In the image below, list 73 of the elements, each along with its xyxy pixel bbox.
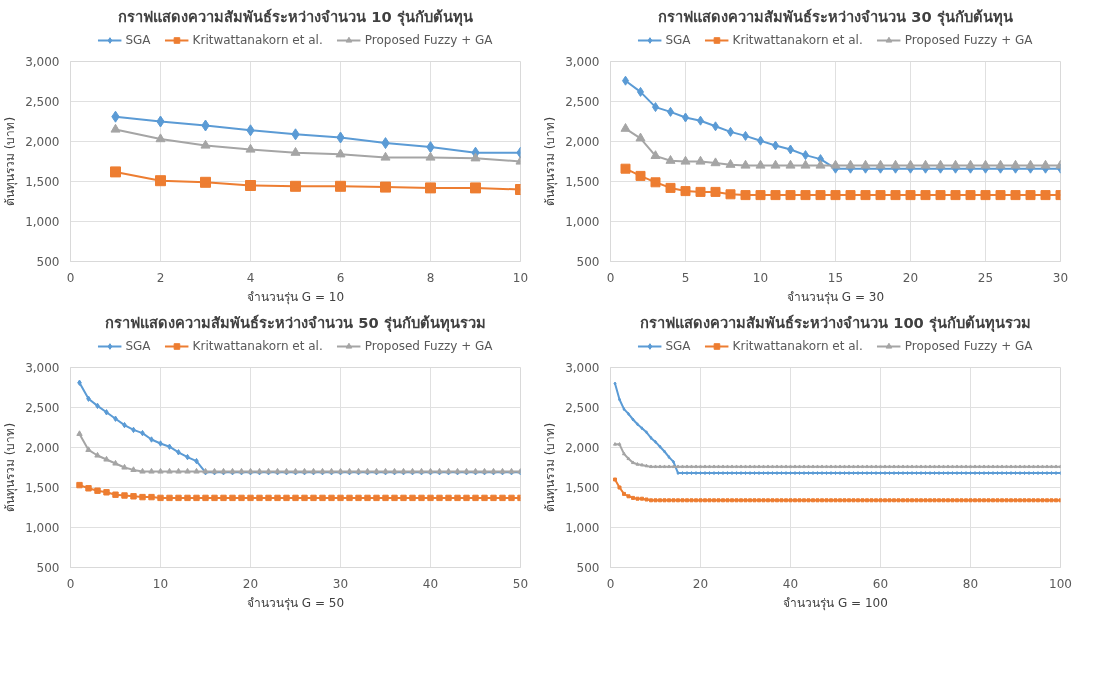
x-tick-label: 60 (872, 576, 889, 591)
legend-label: Kritwattanakorn et al. (732, 33, 863, 47)
y-tick-label: 1,500 (25, 175, 60, 189)
chart-title: กราฟแสดงความสัมพันธ์ระหว่างจำนวน 100 รุ่นกับต้นทุนรวม (640, 313, 1031, 332)
legend-label: SGA (665, 33, 691, 47)
x-tick-label: 0 (66, 270, 75, 285)
legend-label: Proposed Fuzzy + GA (904, 33, 1033, 47)
y-axis-title: ต้นทุนรวม (บาท) (543, 116, 559, 207)
x-tick-label: 50 (512, 576, 529, 591)
y-tick-label: 1,000 (565, 521, 600, 535)
y-axis-title: ต้นทุนรวม (บาท) (3, 422, 19, 513)
y-tick-label: 2,500 (25, 401, 60, 415)
y-tick-label: 3,000 (565, 55, 600, 69)
x-tick-label: 25 (977, 270, 994, 285)
chart-title: กราฟแสดงความสัมพันธ์ระหว่างจำนวน 30 รุ่นกับต้นทุน (658, 7, 1013, 26)
y-tick-label: 1,000 (565, 215, 600, 229)
legend-label: Proposed Fuzzy + GA (364, 339, 493, 353)
x-tick-label: 2 (156, 270, 165, 285)
chart-title: กราฟแสดงความสัมพันธ์ระหว่างจำนวน 50 รุ่นกับต้นทุนรวม (105, 313, 486, 332)
chart-title: กราฟแสดงความสัมพันธ์ระหว่างจำนวน 10 รุ่นกับต้นทุน (118, 7, 473, 26)
x-tick-label: 20 (692, 576, 709, 591)
x-tick-label: 40 (782, 576, 799, 591)
legend-label: Kritwattanakorn et al. (192, 33, 323, 47)
legend-label: Kritwattanakorn et al. (732, 339, 863, 353)
legend-label: Proposed Fuzzy + GA (904, 339, 1033, 353)
y-tick-label: 2,500 (25, 95, 60, 109)
y-tick-label: 1,500 (565, 175, 600, 189)
y-tick-label: 500 (36, 255, 60, 269)
x-tick-label: 40 (422, 576, 439, 591)
x-axis-title: จำนวนรุ่น G = 50 (246, 595, 345, 611)
y-axis-title: ต้นทุนรวม (บาท) (3, 116, 19, 207)
y-tick-label: 3,000 (25, 361, 60, 375)
x-tick-label: 0 (606, 270, 615, 285)
y-tick-label: 2,000 (25, 135, 60, 149)
x-tick-label: 20 (902, 270, 919, 285)
x-tick-label: 100 (1049, 576, 1072, 591)
y-tick-label: 3,000 (25, 55, 60, 69)
x-tick-label: 5 (681, 270, 690, 285)
y-tick-label: 2,000 (25, 441, 60, 455)
x-tick-label: 10 (512, 270, 529, 285)
legend-label: SGA (665, 339, 691, 353)
x-tick-label: 15 (827, 270, 844, 285)
x-tick-label: 20 (242, 576, 259, 591)
y-tick-label: 1,500 (25, 481, 60, 495)
legend-label: Proposed Fuzzy + GA (364, 33, 493, 47)
y-tick-label: 2,500 (565, 401, 600, 415)
x-tick-label: 10 (752, 270, 769, 285)
y-tick-label: 500 (576, 255, 600, 269)
x-tick-label: 6 (336, 270, 345, 285)
y-tick-label: 2,000 (565, 135, 600, 149)
y-tick-label: 500 (36, 561, 60, 575)
x-axis-title: จำนวนรุ่น G = 10 (246, 289, 345, 305)
y-tick-label: 2,500 (565, 95, 600, 109)
y-tick-label: 3,000 (565, 361, 600, 375)
x-tick-label: 80 (962, 576, 979, 591)
y-tick-label: 1,000 (25, 521, 60, 535)
x-tick-label: 4 (246, 270, 255, 285)
y-tick-label: 2,000 (565, 441, 600, 455)
x-tick-label: 0 (606, 576, 615, 591)
y-tick-label: 500 (576, 561, 600, 575)
x-tick-label: 10 (152, 576, 169, 591)
legend-label: SGA (125, 33, 151, 47)
legend-label: Kritwattanakorn et al. (192, 339, 323, 353)
x-tick-label: 30 (332, 576, 349, 591)
x-tick-label: 8 (426, 270, 435, 285)
x-axis-title: จำนวนรุ่น G = 30 (786, 289, 885, 305)
legend-label: SGA (125, 339, 151, 353)
y-tick-label: 1,000 (25, 215, 60, 229)
x-tick-label: 30 (1052, 270, 1069, 285)
y-tick-label: 1,500 (565, 481, 600, 495)
x-tick-label: 0 (66, 576, 75, 591)
y-axis-title: ต้นทุนรวม (บาท) (543, 422, 559, 513)
x-axis-title: จำนวนรุ่น G = 100 (783, 595, 888, 611)
